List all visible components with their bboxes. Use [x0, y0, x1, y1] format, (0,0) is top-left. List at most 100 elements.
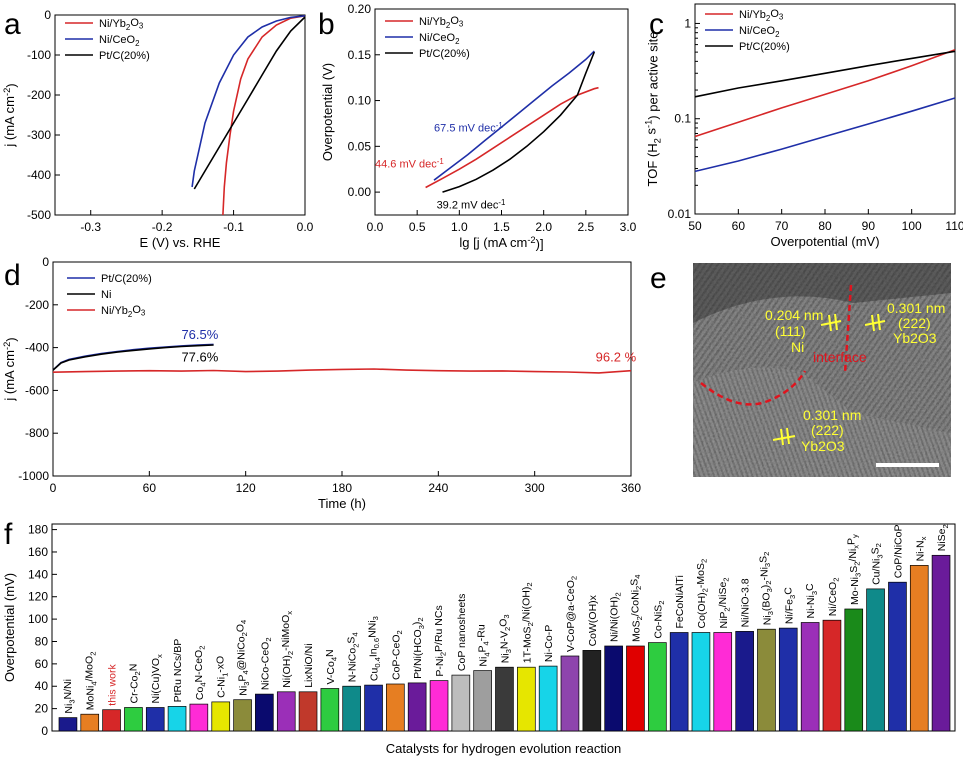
tem-image: 0.204 nm (111) Ni 0.301 nm (222) Yb2O3 i… [693, 263, 951, 477]
bar-4 [145, 707, 165, 732]
tafel-label-ni-ceo2: 67.5 mV dec-1 [434, 121, 503, 135]
legend-label-2: Pt/C(20%) [739, 41, 790, 53]
bar-label-0: Ni3N/Ni [62, 679, 77, 714]
x-tick-label: 0.5 [409, 220, 426, 234]
x-axis-label: lg [j (mA cm-2)] [459, 235, 543, 252]
tem-label-interface: interface [813, 349, 867, 365]
y-tick-label: 100 [28, 612, 48, 626]
y-axis-label: TOF (H2 s-1) per active site [644, 32, 663, 187]
y-tick-label: 0.1 [674, 112, 691, 126]
bar-label-2: this work [107, 664, 119, 706]
panel-label-d: d [4, 259, 21, 292]
bar-label-36: Mo-Ni3S2/NixPy [846, 534, 863, 605]
y-axis-label: j (mA cm-2) [2, 337, 19, 401]
bar-label-13: N-NiCo2S4 [346, 632, 361, 682]
bar-36 [844, 608, 864, 732]
panel-label-f: f [4, 518, 13, 551]
x-tick-label: -0.2 [152, 220, 173, 234]
bar-27 [648, 642, 667, 732]
plot-frame [54, 14, 306, 216]
y-tick-label: -400 [27, 168, 51, 182]
bar-24 [582, 650, 602, 732]
bar-3 [124, 707, 143, 732]
tafel-label-pt-c: 39.2 mV dec-1 [437, 198, 506, 212]
bar-label-16: Pt/Ni(HCO3)2 [411, 617, 426, 679]
plot-frame [374, 8, 629, 216]
y-tick-label: -200 [25, 298, 49, 312]
bar-label-33: Ni/Fe3C [782, 587, 797, 624]
x-axis-label: E (V) vs. RHE [140, 235, 221, 250]
y-tick-label: 0.10 [348, 94, 372, 108]
series-line-1 [191, 15, 306, 188]
x-tick-label: 360 [621, 481, 641, 495]
bar-31 [735, 631, 754, 732]
bar-label-23: V-CoP@a-CeO2 [565, 576, 579, 652]
bar-19 [473, 670, 492, 732]
bar-label-17: P-Ni2P/Ru NCs [433, 605, 448, 676]
bar-18 [451, 674, 471, 732]
x-tick-label: 0.0 [367, 220, 384, 234]
legend-label-1: Ni [101, 289, 111, 301]
y-tick-label: -600 [25, 383, 49, 397]
bar-8 [233, 699, 252, 732]
x-tick-label: 110 [945, 219, 963, 233]
y-tick-label: 0.00 [348, 185, 372, 199]
bar-40 [931, 554, 951, 732]
series-line-2 [193, 16, 306, 190]
bar-label-30: NiP2/NiSe2 [717, 577, 732, 628]
legend-label-1: Ni/CeO2 [99, 34, 139, 48]
y-tick-label: 180 [28, 523, 48, 537]
bar-35 [822, 619, 842, 732]
x-tick-label: 2.5 [577, 220, 594, 234]
bar-14 [364, 684, 383, 732]
bar-39 [909, 565, 929, 732]
bar-label-29: Co(OH)2-MoS2 [695, 559, 710, 629]
panel-f-chart: f 0 20 40 60 80 100 120 140 160 180 Overpotential (… [2, 518, 956, 756]
panel-label-e: e [650, 262, 667, 295]
bar-20 [495, 666, 514, 732]
legend-label-0: Pt/C(20%) [101, 273, 152, 285]
bar-34 [800, 622, 820, 732]
y-tick-label: 60 [35, 657, 49, 671]
bar-33 [778, 627, 798, 732]
bar-label-21: 1T-MoS2/Ni(OH)2 [520, 582, 535, 663]
x-axis-label: Catalysts for hydrogen evolution reactio… [386, 741, 622, 756]
x-tick-label: 0.0 [297, 220, 314, 234]
bar-label-1: MoNi4/MoO2 [84, 652, 99, 711]
x-tick-label: 90 [862, 219, 876, 233]
bar-23 [560, 655, 580, 732]
x-tick-label: 180 [332, 481, 352, 495]
y-tick-label: 0 [44, 8, 51, 22]
legend-label-1: Ni/CeO2 [419, 32, 459, 46]
y-tick-label: 0 [41, 724, 48, 738]
bar-label-15: CoP-CeO2 [390, 630, 404, 680]
y-tick-label: -1000 [18, 469, 49, 483]
bar-label-4: Ni(Cu)VOx [150, 654, 164, 704]
panel-label-b: b [318, 8, 335, 41]
bar-label-9: NiCo-CeO2 [259, 637, 273, 690]
x-axis-label: Overpotential (mV) [770, 234, 879, 249]
bar-label-32: Ni3(BO3)2-Ni3S2 [757, 552, 775, 626]
retention-ni: 77.6% [181, 350, 218, 365]
tem-label-hkl-yb-1: (222) [898, 315, 931, 331]
bar-22 [538, 665, 558, 732]
bar-26 [626, 645, 645, 732]
bar-label-26: MoS2/CoNi2S4 [628, 575, 644, 642]
y-tick-label: 20 [35, 702, 49, 716]
bar-7 [211, 701, 231, 732]
x-tick-label: 2.0 [535, 220, 552, 234]
tem-label-hkl-yb-2: (222) [811, 422, 844, 438]
x-tick-label: 300 [525, 481, 545, 495]
bar-label-6: Co4N-CeO2 [193, 646, 208, 701]
bar-label-11: LixNiO/Ni [303, 643, 315, 687]
legend-label-0: Ni/Yb2O3 [739, 8, 784, 23]
bar-30 [713, 632, 733, 732]
tem-label-d-ni: 0.204 nm [765, 307, 824, 323]
y-tick-label: 0.20 [348, 2, 372, 16]
x-tick-label: 0 [50, 481, 57, 495]
panel-label-a: a [4, 8, 21, 41]
bar-1 [80, 713, 100, 732]
y-tick-label: 1 [684, 16, 691, 30]
y-tick-label: -500 [27, 208, 51, 222]
bar-17 [429, 680, 449, 732]
